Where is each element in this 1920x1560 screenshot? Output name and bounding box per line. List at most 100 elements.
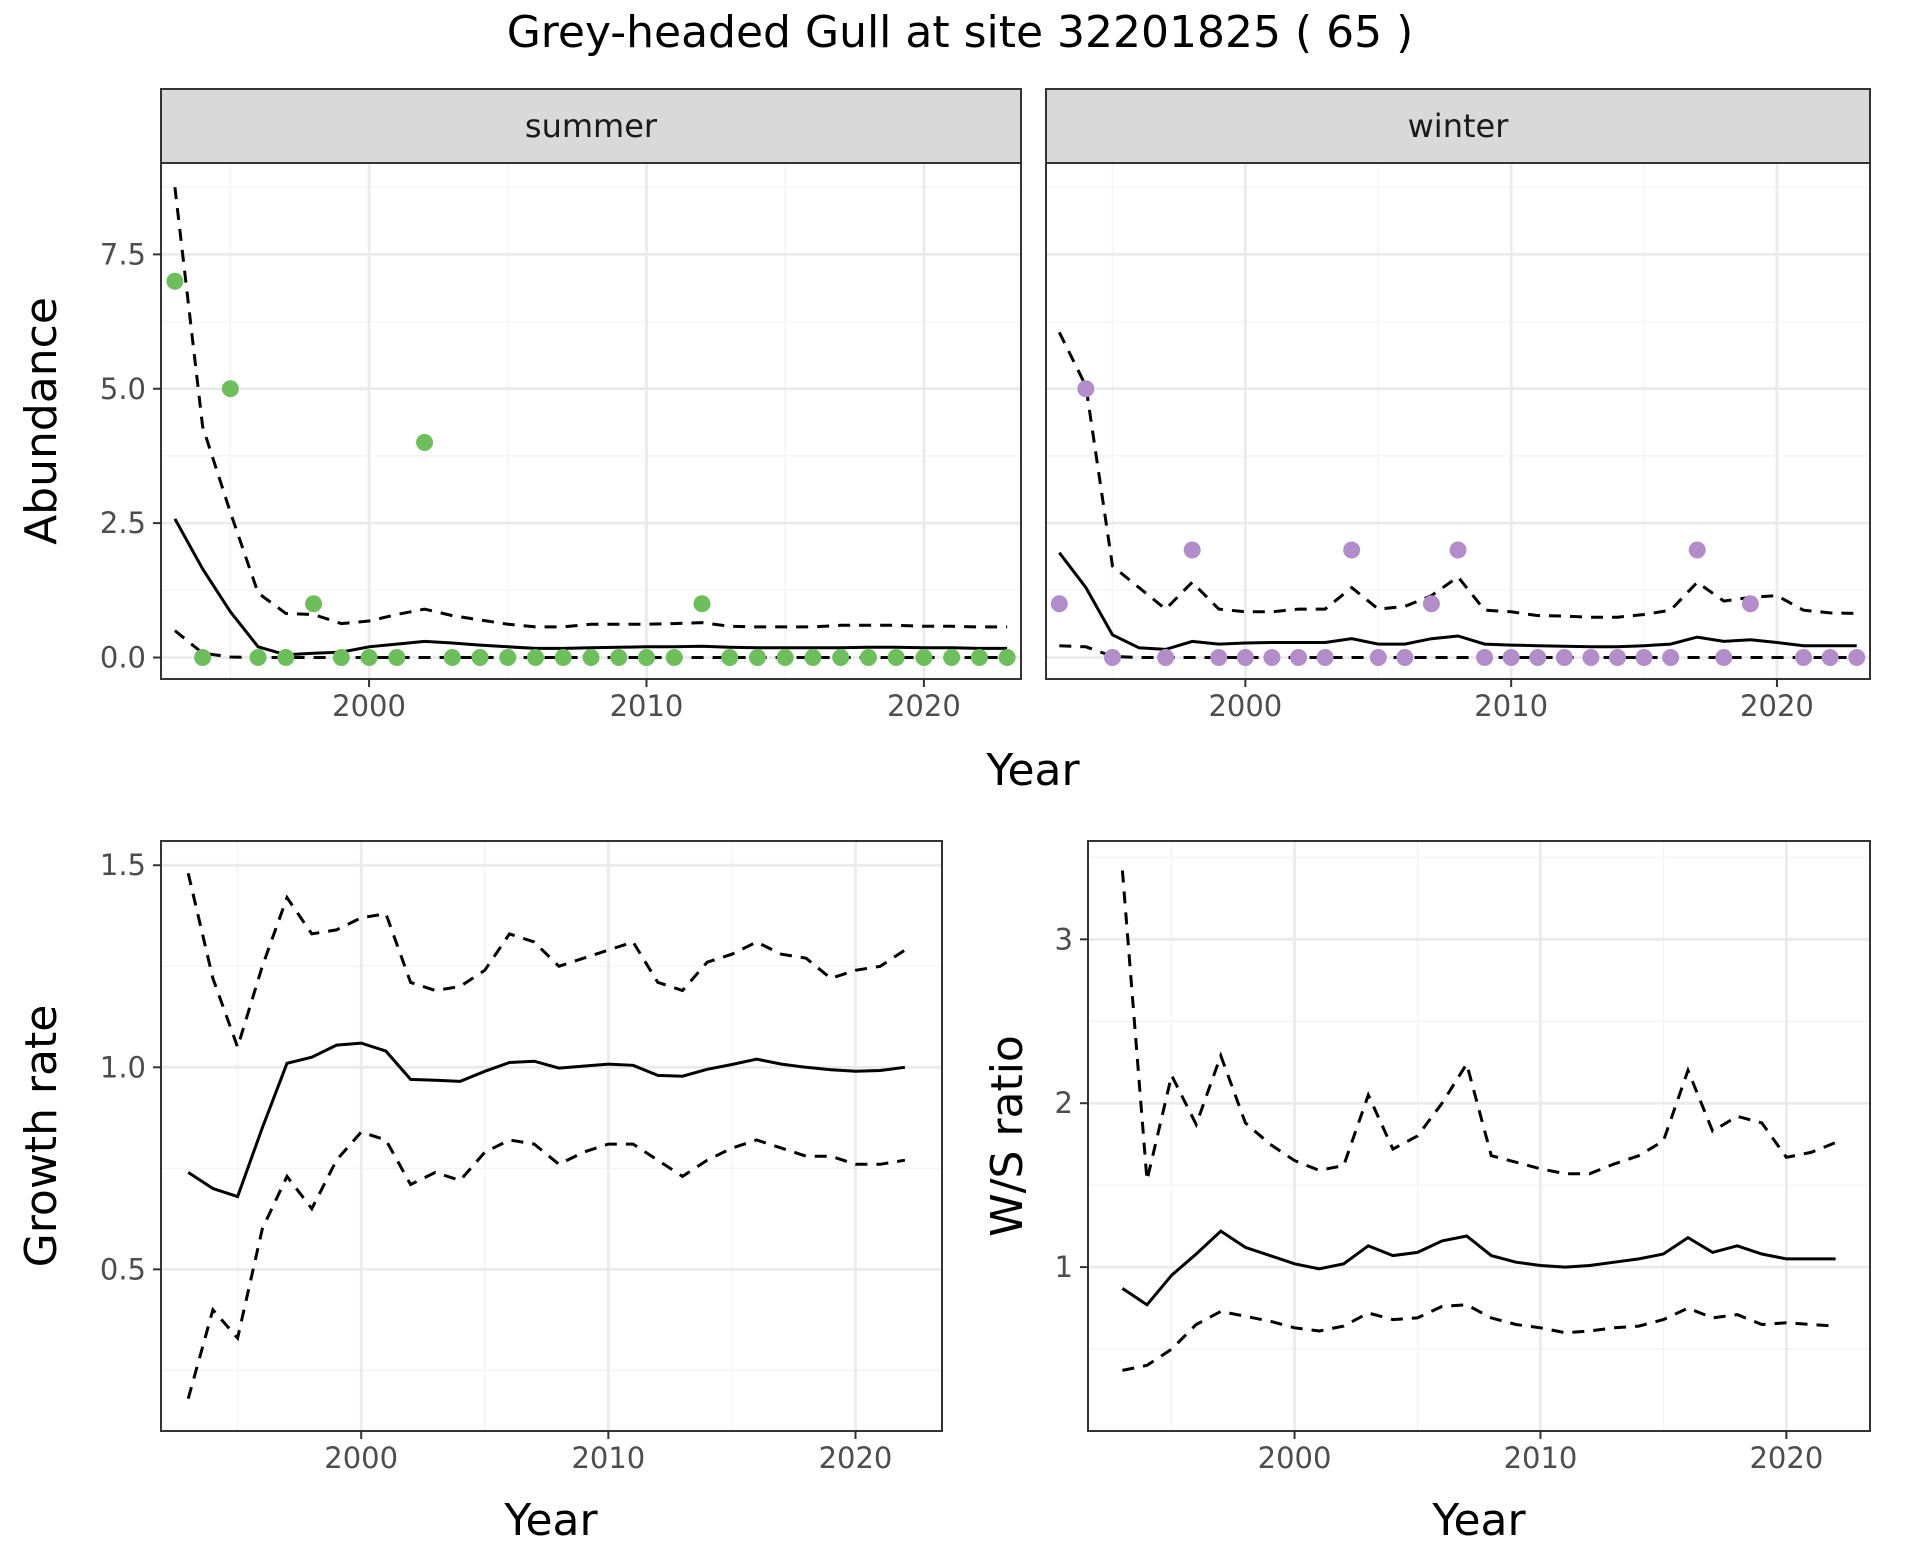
data-point <box>1263 649 1281 666</box>
series-line-dashed-1 <box>1057 331 1857 619</box>
facet-strip-label: winter <box>1408 107 1510 145</box>
data-point <box>1236 649 1254 666</box>
x-tick-label: 2000 <box>332 689 406 723</box>
data-point <box>943 649 961 666</box>
series-line-solid-0 <box>173 518 1008 657</box>
series-line-dashed-2 <box>1122 1303 1836 1372</box>
figure-title: Grey-headed Gull at site 32201825 ( 65 ) <box>507 7 1414 58</box>
panel-border <box>160 840 943 1432</box>
plot-background <box>1046 163 1870 679</box>
x-tick-label: 2020 <box>819 1441 893 1475</box>
data-point <box>416 434 434 451</box>
data-point <box>277 649 295 666</box>
data-point <box>1103 649 1121 666</box>
data-point <box>166 272 184 290</box>
y-tick-label: 1 <box>1055 1250 1073 1284</box>
x-tick-label: 2020 <box>887 689 961 723</box>
data-point <box>527 649 545 666</box>
series-line-dashed-2 <box>186 1130 906 1400</box>
x-tick-label: 2010 <box>571 1441 645 1475</box>
data-point <box>221 380 239 398</box>
data-point <box>665 649 683 666</box>
x-tick-label: 2010 <box>610 689 684 723</box>
data-point <box>305 595 323 613</box>
y-axis-title-ws: W/S ratio <box>982 1035 1033 1237</box>
data-point <box>1396 649 1414 666</box>
data-point <box>1183 541 1201 559</box>
x-tick-label: 2000 <box>1258 1441 1332 1475</box>
series-line-dashed-1 <box>186 872 906 1052</box>
series-line-solid-0 <box>1058 551 1857 651</box>
data-point <box>748 649 766 666</box>
data-point <box>637 649 655 666</box>
y-tick-label: 2.5 <box>100 506 146 540</box>
data-point <box>1582 649 1600 666</box>
x-tick-label: 2000 <box>324 1441 398 1475</box>
data-point <box>1688 541 1706 559</box>
data-point <box>915 649 933 666</box>
data-point <box>610 649 628 666</box>
plot-background <box>1088 841 1870 1431</box>
plot-background <box>161 163 1021 679</box>
plot-background <box>161 841 942 1431</box>
data-point <box>1290 649 1308 666</box>
data-point <box>1050 595 1068 613</box>
data-point <box>776 649 794 666</box>
series-line-solid-0 <box>187 1041 906 1199</box>
x-tick-label: 2020 <box>1740 689 1814 723</box>
data-point <box>1476 649 1494 666</box>
data-point <box>859 649 877 666</box>
x-tick-label: 2000 <box>1208 689 1282 723</box>
data-point <box>249 649 267 666</box>
x-tick-label: 2010 <box>1474 689 1548 723</box>
data-point <box>693 595 711 613</box>
data-point <box>1848 649 1866 666</box>
data-point <box>1795 649 1813 666</box>
data-point <box>1741 595 1759 613</box>
facet-strip <box>160 88 1022 164</box>
series-line-solid-0 <box>1121 1229 1836 1307</box>
data-point <box>1502 649 1520 666</box>
panel-ws_ratio: 2000 2010 2020 1 2 3 <box>1055 840 1871 1475</box>
data-point <box>1077 380 1095 398</box>
data-point <box>1343 541 1361 559</box>
data-point <box>804 649 822 666</box>
y-tick-label: 0.5 <box>100 1252 146 1286</box>
data-point <box>1157 649 1175 666</box>
y-axis-title-abundance: Abundance <box>16 297 67 545</box>
y-tick-label: 7.5 <box>100 237 146 271</box>
y-tick-label: 3 <box>1055 922 1073 956</box>
x-tick-label: 2010 <box>1504 1441 1578 1475</box>
x-axis-title-growth: Year <box>503 1495 598 1546</box>
data-point <box>499 649 517 666</box>
data-point <box>1210 649 1228 666</box>
data-point <box>1449 541 1467 559</box>
series-line-dashed-1 <box>173 187 1008 629</box>
facet-strip-label: summer <box>525 107 658 145</box>
series-line-dashed-2 <box>1059 644 1857 659</box>
data-point <box>998 649 1016 666</box>
data-point <box>332 649 350 666</box>
data-point <box>1635 649 1653 666</box>
data-point <box>721 649 739 666</box>
data-point <box>471 649 489 666</box>
x-tick-label: 2020 <box>1749 1441 1823 1475</box>
data-point <box>582 649 600 666</box>
data-point <box>970 649 988 666</box>
panel-growth: 2000 2010 2020 0.5 1.0 1.5 <box>100 840 943 1475</box>
panel-summer: summer 2000 2010 2020 0.0 2.5 5.0 7.5 <box>100 88 1022 723</box>
y-axis-title-growth: Growth rate <box>16 1005 67 1268</box>
y-tick-label: 5.0 <box>100 372 146 406</box>
y-tick-label: 1.0 <box>100 1050 146 1084</box>
x-axis-title-top: Year <box>985 745 1080 796</box>
panel-border <box>1087 840 1871 1432</box>
data-point <box>832 649 850 666</box>
panels-group: summer 2000 2010 2020 0.0 2.5 5.0 7.5 winter 2000… <box>16 88 1871 1546</box>
panel-winter: winter 2000 2010 2020 <box>1045 88 1871 723</box>
data-point <box>194 649 212 666</box>
y-tick-label: 1.5 <box>100 848 146 882</box>
x-axis-title-ws: Year <box>1431 1495 1526 1546</box>
data-point <box>1316 649 1334 666</box>
data-point <box>1821 649 1839 666</box>
